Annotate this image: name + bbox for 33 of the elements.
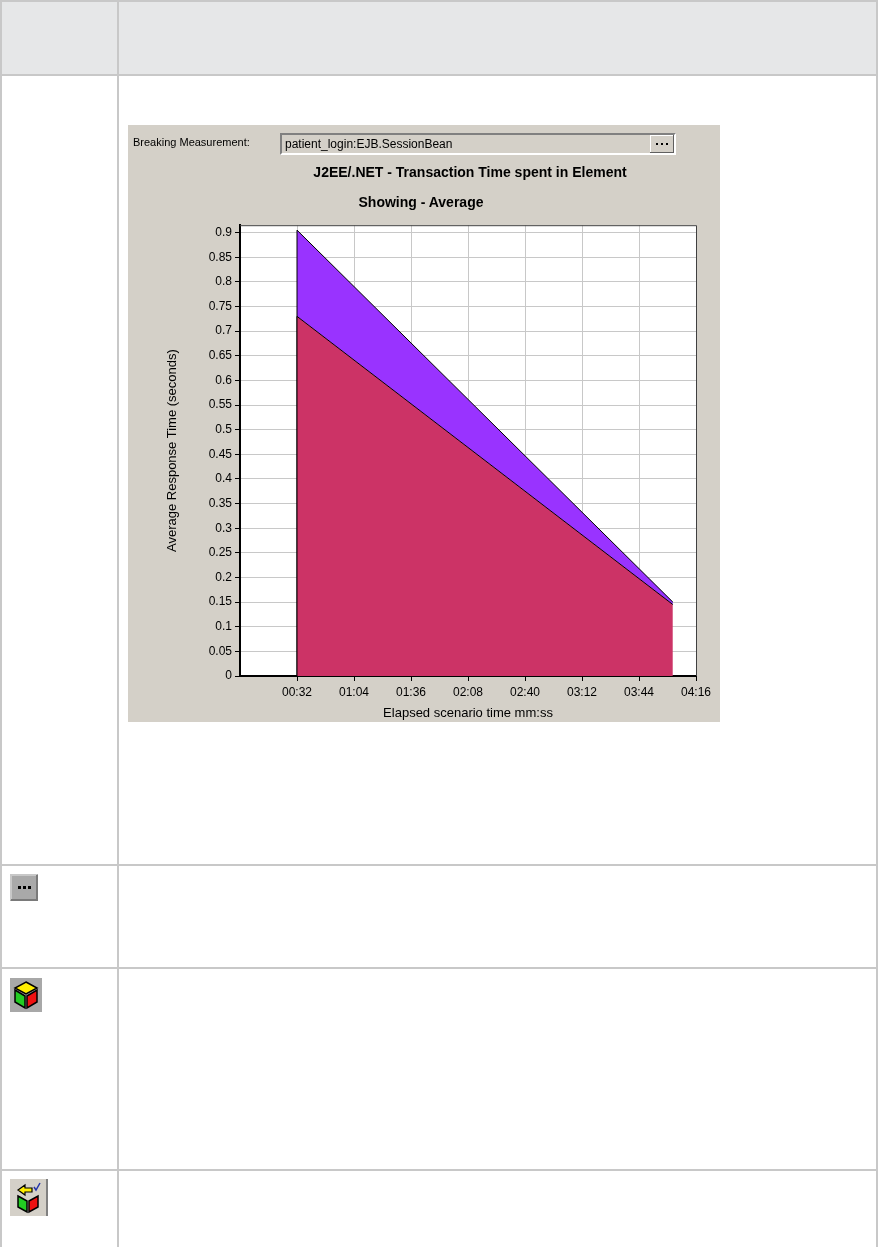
x-tick-label: 00:32 xyxy=(281,684,313,699)
x-tick-label: 02:08 xyxy=(452,684,484,699)
y-tick-label: 0.3 xyxy=(215,520,233,535)
y-tick-label: 0.15 xyxy=(208,594,233,609)
x-tick-label: 02:40 xyxy=(509,684,541,699)
y-tick-label: 0.9 xyxy=(215,224,233,239)
y-tick-label: 0.1 xyxy=(215,619,233,634)
x-tick-label: 01:36 xyxy=(395,684,427,699)
y-tick-label: 0.75 xyxy=(208,298,233,313)
x-axis-title: Elapsed scenario time mm:ss xyxy=(383,704,554,720)
x-tick-label: 01:04 xyxy=(338,684,370,699)
y-tick-label: 0.8 xyxy=(215,274,233,289)
y-tick-label: 0.65 xyxy=(208,348,233,363)
text: Breaking Measurement: xyxy=(133,136,250,148)
y-tick-label: 0.4 xyxy=(215,471,233,486)
y-tick-label: 0.85 xyxy=(208,249,233,264)
chart-subtitle: Showing - Average xyxy=(357,194,485,210)
y-tick-label: 0.7 xyxy=(215,323,233,338)
y-tick-label: 0.2 xyxy=(215,569,233,584)
y-tick-label: 0.55 xyxy=(208,397,233,412)
x-tick-label: 04:16 xyxy=(680,684,712,699)
y-tick-label: 0.6 xyxy=(215,372,233,387)
text-field: patient_login:EJB.SessionBean xyxy=(280,133,676,155)
x-tick-label: 03:44 xyxy=(623,684,655,699)
chart-title: J2EE/.NET - Transaction Time spent in Element xyxy=(312,164,628,180)
y-tick-label: 0.45 xyxy=(208,446,233,461)
x-tick-label: 03:12 xyxy=(566,684,598,699)
y-tick-label: 0.35 xyxy=(208,495,233,510)
y-tick-label: 0.25 xyxy=(208,545,233,560)
y-tick-label: 0.5 xyxy=(215,421,233,436)
y-axis-title: Average Response Time (seconds) xyxy=(163,349,179,553)
y-tick-label: 0 xyxy=(225,668,233,683)
y-tick-label: 0.05 xyxy=(208,643,233,658)
